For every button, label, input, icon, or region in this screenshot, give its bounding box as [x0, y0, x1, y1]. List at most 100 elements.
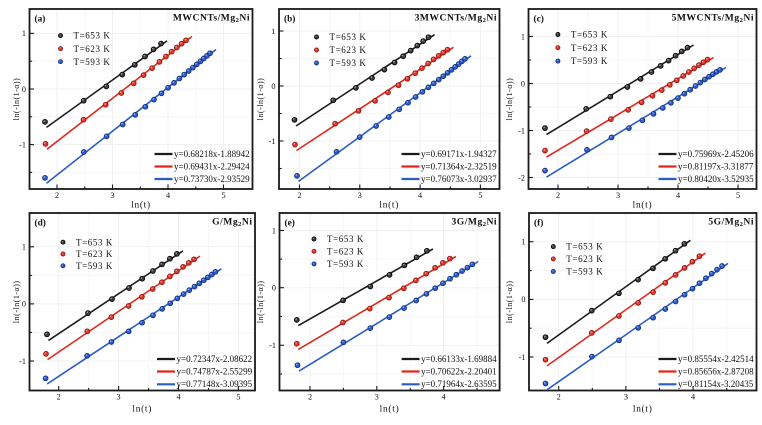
- svg-text:y=0.80420x-3.52935: y=0.80420x-3.52935: [678, 174, 754, 184]
- svg-text:T=653 K: T=653 K: [74, 31, 111, 41]
- svg-text:-1: -1: [519, 353, 526, 362]
- svg-text:G/Mg2Ni: G/Mg2Ni: [212, 216, 252, 228]
- svg-text:3G/Mg2Ni: 3G/Mg2Ni: [451, 216, 497, 228]
- svg-text:y=0.75969x-2.45206: y=0.75969x-2.45206: [678, 149, 754, 159]
- svg-text:1: 1: [521, 238, 525, 247]
- svg-text:ln(t): ln(t): [633, 200, 653, 211]
- svg-text:1: 1: [272, 226, 276, 235]
- svg-text:2: 2: [57, 393, 61, 402]
- svg-text:-1: -1: [269, 341, 276, 350]
- svg-text:T=593 K: T=593 K: [330, 58, 367, 68]
- svg-text:5: 5: [221, 191, 225, 200]
- svg-text:T=653 K: T=653 K: [330, 32, 367, 42]
- svg-text:T=593 K: T=593 K: [74, 57, 111, 67]
- svg-text:3: 3: [616, 191, 620, 200]
- svg-text:T=653 K: T=653 K: [566, 242, 603, 252]
- svg-text:T=593 K: T=593 K: [76, 261, 113, 271]
- svg-text:y=0.70622x-2.20401: y=0.70622x-2.20401: [421, 366, 497, 376]
- svg-text:y=0.71964x-2.63595: y=0.71964x-2.63595: [421, 379, 497, 389]
- svg-text:T=653 K: T=653 K: [571, 30, 608, 40]
- svg-text:-1: -1: [19, 140, 26, 149]
- svg-text:(a): (a): [35, 13, 46, 24]
- svg-text:y=0.69431x-2.29424: y=0.69431x-2.29424: [174, 161, 250, 171]
- svg-text:0: 0: [521, 79, 525, 88]
- svg-text:5: 5: [736, 191, 740, 200]
- svg-text:ln(t): ln(t): [633, 404, 653, 415]
- svg-text:ln(-ln(1-α)): ln(-ln(1-α)): [256, 280, 265, 323]
- svg-text:ln(t): ln(t): [379, 200, 399, 211]
- svg-text:ln(-ln(1-α)): ln(-ln(1-α)): [12, 280, 21, 323]
- svg-text:y=0.73730x-2.93529: y=0.73730x-2.93529: [174, 174, 250, 184]
- svg-text:-1: -1: [518, 126, 525, 135]
- svg-text:ln(-ln(1-α)): ln(-ln(1-α)): [256, 78, 265, 121]
- svg-text:2: 2: [55, 191, 59, 200]
- svg-text:4: 4: [166, 191, 170, 200]
- svg-text:(b): (b): [284, 13, 295, 24]
- svg-text:5: 5: [478, 191, 482, 200]
- svg-text:y=0.74787x-2.55299: y=0.74787x-2.55299: [177, 366, 253, 376]
- svg-text:y=0.71364x-2.32519: y=0.71364x-2.32519: [421, 161, 497, 171]
- svg-text:2: 2: [556, 191, 560, 200]
- svg-text:2: 2: [297, 191, 301, 200]
- svg-text:3: 3: [110, 191, 114, 200]
- svg-text:(e): (e): [285, 217, 295, 228]
- svg-text:4: 4: [691, 393, 695, 402]
- svg-text:0: 0: [22, 300, 26, 309]
- svg-text:3: 3: [358, 191, 362, 200]
- svg-text:T=623 K: T=623 K: [327, 246, 364, 256]
- svg-text:T=593 K: T=593 K: [566, 267, 603, 277]
- svg-text:3: 3: [117, 393, 121, 402]
- svg-text:T=653 K: T=653 K: [327, 234, 364, 244]
- svg-text:-1: -1: [19, 357, 26, 366]
- svg-text:1: 1: [22, 243, 26, 252]
- svg-text:T=623 K: T=623 K: [74, 44, 111, 54]
- svg-text:3MWCNTs/Mg2Ni: 3MWCNTs/Mg2Ni: [415, 12, 497, 24]
- svg-text:y=0.72347x-2.08622: y=0.72347x-2.08622: [177, 354, 253, 364]
- svg-text:(f): (f): [534, 217, 543, 228]
- svg-text:2: 2: [308, 393, 312, 402]
- svg-text:1: 1: [22, 29, 26, 38]
- svg-text:T=593 K: T=593 K: [327, 259, 364, 269]
- svg-text:4: 4: [676, 191, 680, 200]
- svg-text:ln(-ln(1-α)): ln(-ln(1-α)): [505, 280, 514, 323]
- svg-text:y=0.81197x-3.31877: y=0.81197x-3.31877: [678, 161, 754, 171]
- svg-text:(c): (c): [534, 13, 544, 24]
- svg-text:1: 1: [271, 27, 275, 36]
- svg-text:y=0.69171x-1.94327: y=0.69171x-1.94327: [421, 149, 497, 159]
- svg-text:y=0.76073x-3.02937: y=0.76073x-3.02937: [421, 174, 497, 184]
- svg-text:4: 4: [176, 393, 180, 402]
- svg-text:y=0.85656x-2.87208: y=0.85656x-2.87208: [678, 366, 754, 376]
- svg-text:y=0.68218x-1.88942: y=0.68218x-1.88942: [174, 149, 250, 159]
- svg-text:5: 5: [236, 393, 240, 402]
- svg-text:y=0.77148x-3.09395: y=0.77148x-3.09395: [177, 379, 253, 389]
- svg-text:4: 4: [442, 393, 446, 402]
- svg-text:y=0.85554x-2.42514: y=0.85554x-2.42514: [678, 354, 754, 364]
- svg-text:MWCNTs/Mg2Ni: MWCNTs/Mg2Ni: [173, 12, 250, 24]
- svg-text:T=623 K: T=623 K: [571, 43, 608, 53]
- svg-text:ln(t): ln(t): [380, 404, 400, 415]
- svg-text:5MWCNTs/Mg2Ni: 5MWCNTs/Mg2Ni: [672, 12, 754, 24]
- svg-text:T=623 K: T=623 K: [330, 45, 367, 55]
- svg-text:T=653 K: T=653 K: [76, 237, 113, 247]
- svg-text:T=623 K: T=623 K: [566, 254, 603, 264]
- svg-text:ln(t): ln(t): [132, 404, 152, 415]
- svg-text:-1: -1: [269, 137, 276, 146]
- svg-text:T=623 K: T=623 K: [76, 249, 113, 259]
- svg-text:y=0.81154x-3.20435: y=0.81154x-3.20435: [678, 379, 754, 389]
- svg-text:2: 2: [557, 393, 561, 402]
- svg-text:0: 0: [521, 295, 525, 304]
- svg-text:1: 1: [521, 32, 525, 41]
- svg-text:3: 3: [624, 393, 628, 402]
- svg-text:0: 0: [271, 82, 275, 91]
- svg-text:3: 3: [375, 393, 379, 402]
- svg-text:ln(-ln(1-α)): ln(-ln(1-α)): [12, 78, 21, 121]
- svg-text:-2: -2: [518, 173, 525, 182]
- svg-text:y=0.66133x-1.69884: y=0.66133x-1.69884: [421, 354, 497, 364]
- svg-text:T=593 K: T=593 K: [571, 56, 608, 66]
- svg-text:ln(t): ln(t): [131, 200, 151, 211]
- svg-text:(d): (d): [35, 217, 46, 228]
- svg-text:0: 0: [272, 284, 276, 293]
- svg-text:ln(-ln(1-α)): ln(-ln(1-α)): [505, 78, 514, 121]
- svg-text:5G/Mg2Ni: 5G/Mg2Ni: [708, 216, 754, 228]
- svg-text:0: 0: [22, 85, 26, 94]
